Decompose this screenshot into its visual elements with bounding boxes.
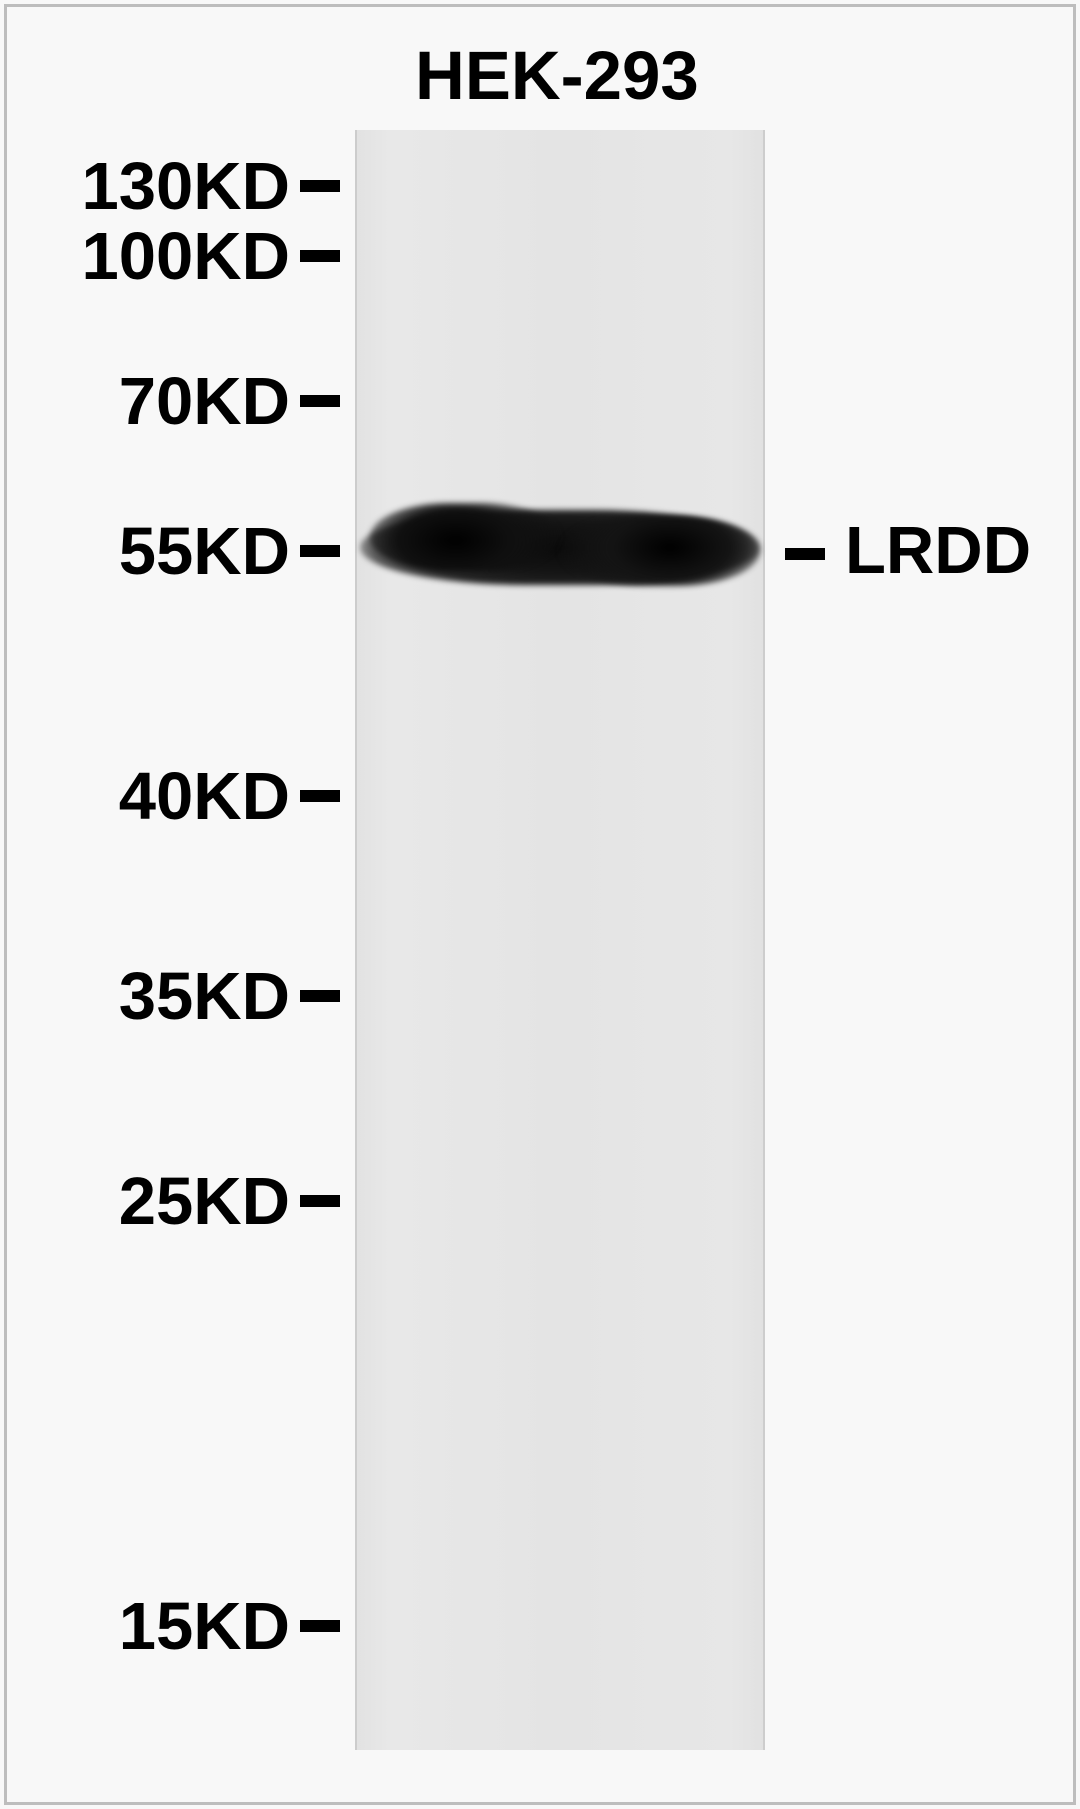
target-band-overlay (370, 503, 560, 571)
ladder-tick-35 (300, 990, 340, 1002)
target-tick (785, 548, 825, 560)
lane-header: HEK-293 (415, 36, 699, 115)
target-label: LRDD (845, 512, 1031, 589)
blot-figure: HEK-293 130KD 100KD 70KD 55KD 40KD 35KD … (0, 0, 1080, 1809)
ladder-tick-15 (300, 1620, 340, 1632)
ladder-label-40: 40KD (30, 758, 290, 835)
ladder-tick-55 (300, 545, 340, 557)
target-band-overlay-2 (560, 516, 760, 586)
ladder-label-55: 55KD (30, 513, 290, 590)
ladder-label-25: 25KD (30, 1163, 290, 1240)
ladder-tick-25 (300, 1195, 340, 1207)
ladder-tick-130 (300, 180, 340, 192)
blot-lane (355, 130, 765, 1750)
ladder-tick-100 (300, 250, 340, 262)
ladder-tick-70 (300, 395, 340, 407)
ladder-label-100: 100KD (30, 218, 290, 295)
ladder-label-35: 35KD (30, 958, 290, 1035)
ladder-label-15: 15KD (30, 1588, 290, 1665)
ladder-label-70: 70KD (30, 363, 290, 440)
ladder-tick-40 (300, 790, 340, 802)
ladder-label-130: 130KD (30, 148, 290, 225)
